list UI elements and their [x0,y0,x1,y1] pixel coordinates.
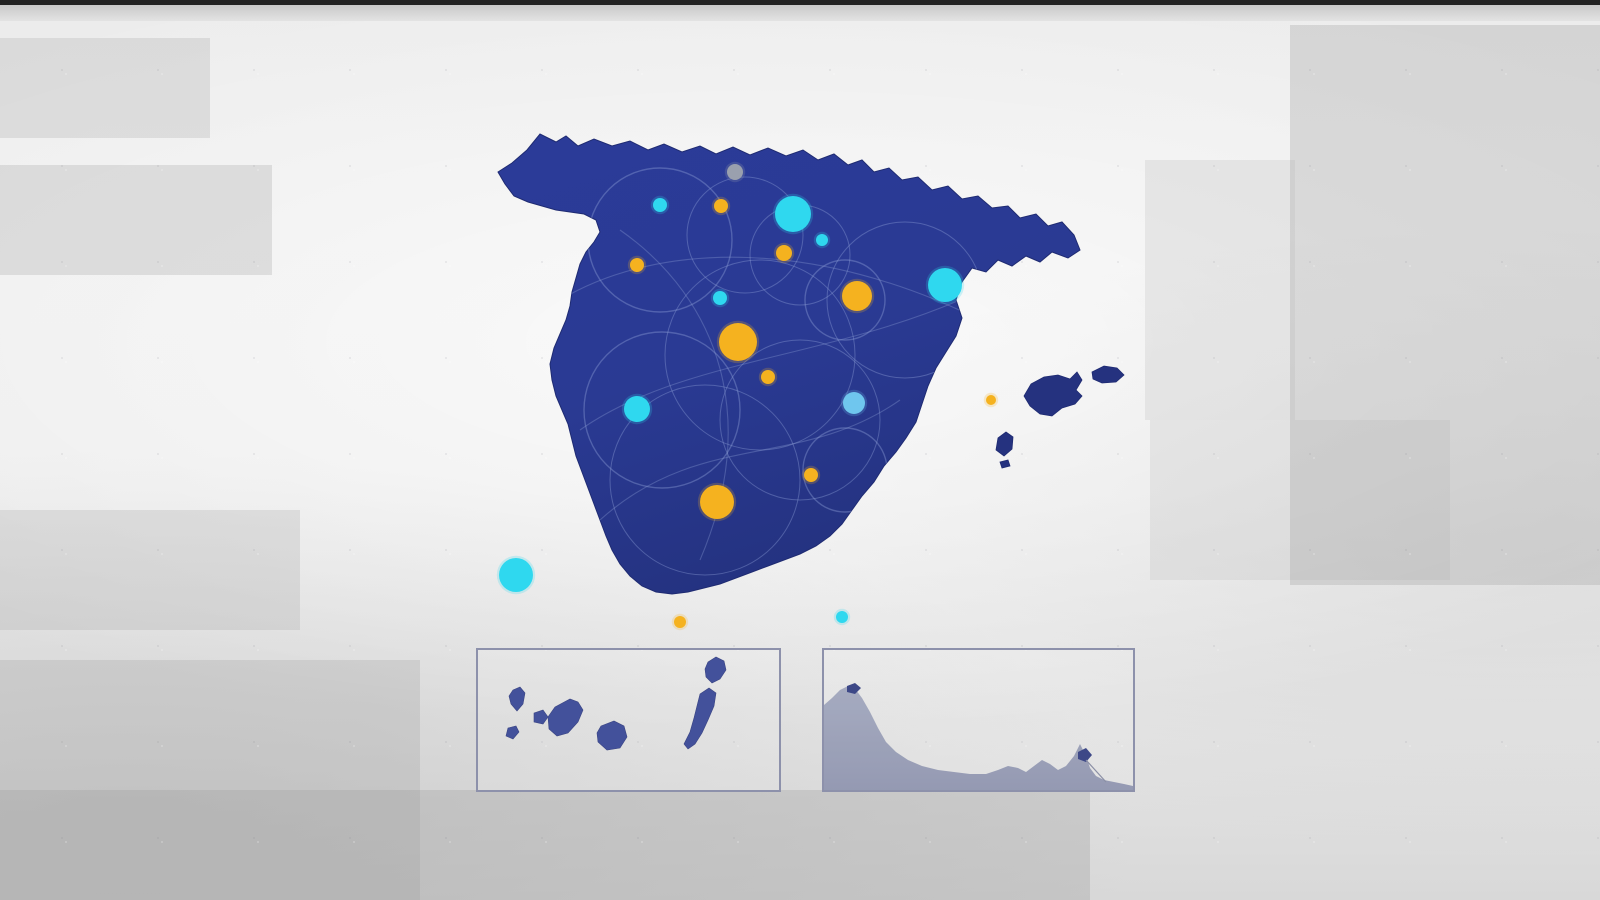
decorative-arc [804,259,886,341]
map-marker[interactable]: Burgos [711,196,731,216]
map-marker-dot[interactable]: Melilla [836,611,848,623]
top-letterbox-bar [0,0,1600,5]
decorative-arc [719,339,881,501]
decorative-sweep [599,399,901,521]
decorative-sweep [579,299,961,431]
mallorca-shape [1023,371,1083,417]
north-africa-leader-line [1085,759,1107,783]
map-marker-dot[interactable]: Valladolid [776,245,792,261]
map-marker[interactable]: Cantabria [724,161,746,183]
map-marker[interactable]: Mallorca [983,392,999,408]
map-marker[interactable]: Bilbao [772,193,814,235]
decorative-arc [609,384,801,576]
map-marker[interactable]: Zaragoza [839,278,875,314]
map-marker[interactable]: Atlantico [496,555,536,595]
map-marker[interactable]: Madrid [716,320,760,364]
la-palma-shape [508,686,526,712]
la-gomera-shape [533,709,549,725]
north-africa-peak-marker-2 [1078,748,1092,762]
map-marker-dot[interactable]: Barcelona [928,268,962,302]
map-marker[interactable]: Soria [813,231,831,249]
gran-canaria-shape [596,720,628,751]
top-highlight-band [0,5,1600,21]
map-marker[interactable]: Valladolid [773,242,795,264]
map-marker-layer: Madrid Zaragoza Sevilla Burgos Leon Valladoli… [496,161,999,631]
map-marker[interactable]: Salamanca [710,288,730,308]
el-hierro-shape [505,725,520,740]
formentera-shape [999,459,1011,469]
map-marker-dot[interactable]: Asturias [653,198,667,212]
map-marker[interactable]: Barcelona [925,265,965,305]
north-africa-peak-marker [847,683,861,694]
decorative-arc [583,331,741,489]
map-marker-dot[interactable]: Leon [630,258,644,272]
map-marker[interactable]: Ceuta [671,613,689,631]
balearic-islands-group [995,365,1125,469]
menorca-shape [1091,365,1125,384]
map-marker-dot[interactable]: Soria [816,234,828,246]
canary-islands-group [505,656,727,751]
map-marker-dot[interactable]: Ceuta [674,616,686,628]
map-marker[interactable]: Leon [627,255,647,275]
map-marker[interactable]: Valencia [840,389,868,417]
map-marker-dot[interactable]: Zaragoza [842,281,872,311]
spain-mainland-shape [497,133,1081,595]
map-marker-dot[interactable]: Bilbao [775,196,811,232]
map-marker[interactable]: Sevilla [697,482,737,522]
ibiza-shape [995,431,1014,457]
map-marker-dot[interactable]: Mallorca [986,395,996,405]
inset-frame-canary-islands [476,648,781,792]
fuerteventura-shape [683,687,717,750]
north-africa-relief-shape [824,686,1133,790]
map-marker[interactable]: Melilla [833,608,851,626]
map-marker-dot[interactable]: Madrid [719,323,757,361]
spain-mainland-group [497,133,1081,595]
map-marker-dot[interactable]: Valencia [843,392,865,414]
map-marker[interactable]: Caceres [621,393,653,425]
map-marker[interactable]: Toledo [758,367,778,387]
map-marker-dot[interactable]: Cantabria [727,164,743,180]
map-marker-dot[interactable]: Atlantico [499,558,533,592]
map-marker-dot[interactable]: Caceres [624,396,650,422]
decorative-sweep [559,256,981,321]
decorative-arc [664,259,856,451]
map-marker[interactable]: Murcia [801,465,821,485]
tenerife-shape [547,698,584,737]
map-marker[interactable]: Asturias [650,195,670,215]
map-marker-dot[interactable]: Murcia [804,468,818,482]
decorative-arc [686,176,804,294]
map-marker-dot[interactable]: Salamanca [713,291,727,305]
lanzarote-shape [704,656,727,684]
map-marker-dot[interactable]: Sevilla [700,485,734,519]
map-marker-dot[interactable]: Toledo [761,370,775,384]
map-marker-dot[interactable]: Burgos [714,199,728,213]
inset-frame-north-africa [822,648,1135,792]
north-africa-relief-group [824,683,1133,790]
